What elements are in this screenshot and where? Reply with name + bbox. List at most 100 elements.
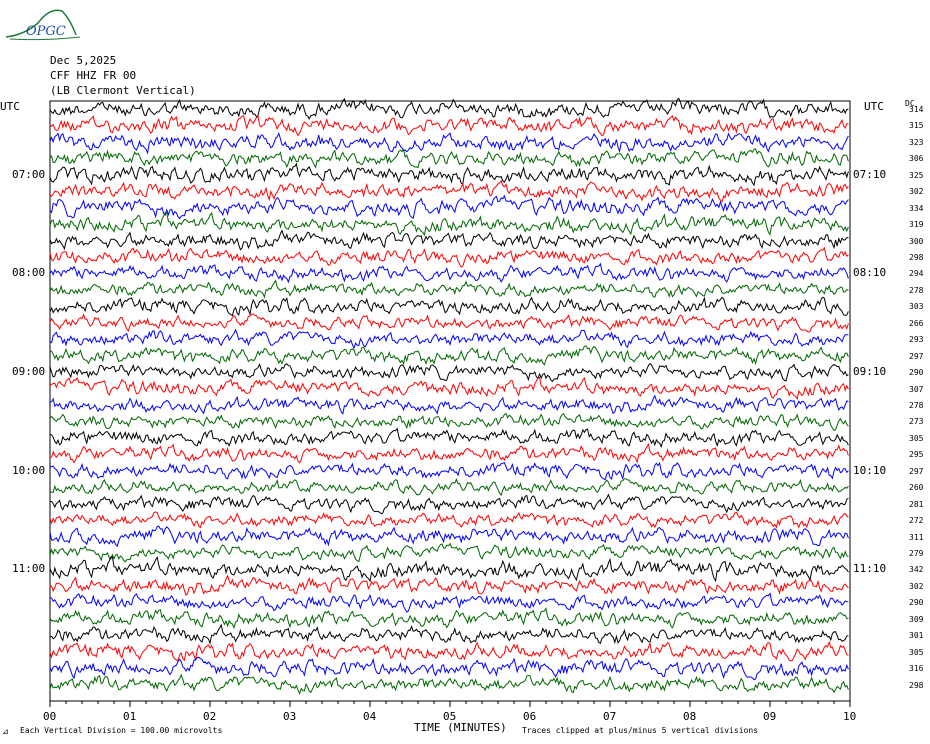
rms-value: 303 (909, 302, 924, 312)
right-hour-label: 09:10 (853, 365, 887, 379)
trace-line-8 (49, 211, 849, 237)
trace-line-2 (49, 115, 849, 137)
left-axis-title: UTC (0, 100, 20, 113)
rms-value: 290 (909, 368, 924, 378)
x-tick-label: 03 (283, 710, 297, 723)
rms-value: 301 (909, 631, 924, 641)
rms-value: 323 (909, 137, 924, 147)
rms-column-title: DC (905, 99, 915, 108)
logo-wave-icon (5, 9, 81, 41)
right-hour-label: 11:10 (853, 562, 887, 576)
rms-value: 306 (909, 154, 924, 164)
trace-line-22 (49, 442, 849, 464)
trace-line-27 (49, 525, 849, 548)
x-axis-label: TIME (MINUTES) (414, 721, 507, 734)
rms-value: 316 (909, 664, 924, 674)
trace-line-6 (49, 179, 849, 204)
trace-line-5 (49, 162, 849, 187)
rms-value: 325 (909, 170, 924, 180)
trace-line-15 (49, 328, 849, 350)
trace-line-30 (49, 574, 849, 597)
right-hour-label: 07:10 (853, 167, 887, 181)
opgc-logo: OPGC (4, 1, 84, 47)
rms-value: 272 (909, 516, 924, 526)
x-tick-label: 05 (443, 710, 457, 723)
left-hour-label: 07:00 (12, 167, 46, 181)
rms-value: 311 (909, 532, 924, 542)
left-hour-label: 11:00 (12, 562, 46, 576)
trace-line-16 (50, 345, 849, 366)
trace-line-20 (49, 412, 849, 432)
left-hour-label: 09:00 (12, 365, 46, 379)
trace-line-32 (49, 607, 849, 630)
trace-line-4 (49, 148, 849, 169)
x-tick-label: 09 (763, 710, 777, 723)
trace-line-19 (49, 394, 849, 415)
trace-line-35 (49, 656, 849, 681)
trace-line-21 (49, 427, 849, 449)
rms-value: 281 (909, 499, 924, 509)
rms-value: 319 (909, 220, 924, 230)
rms-value: 297 (909, 466, 924, 476)
x-tick-label: 07 (603, 710, 617, 723)
trace-line-9 (49, 229, 849, 251)
rms-value: 307 (909, 384, 924, 394)
clip-note: Traces clipped at plus/minus 5 vertical … (522, 726, 759, 735)
trace-line-33 (49, 623, 849, 645)
rms-value: 293 (909, 335, 924, 345)
trace-line-29 (49, 556, 849, 583)
trace-line-26 (49, 511, 849, 529)
trace-line-25 (50, 493, 849, 515)
trace-line-11 (49, 262, 849, 284)
trace-line-10 (49, 246, 849, 268)
corner-mark-icon: ⊿ (2, 727, 9, 736)
rms-value: 342 (909, 565, 924, 575)
rms-value: 305 (909, 647, 924, 657)
right-axis-title: UTC (864, 100, 884, 113)
right-hour-label: 08:10 (853, 266, 887, 280)
plot-date: Dec 5,2025 (50, 54, 117, 67)
rms-value: 309 (909, 614, 924, 624)
rms-value: 314 (909, 105, 924, 114)
rms-value: 266 (909, 318, 924, 328)
trace-line-1 (49, 97, 849, 120)
x-tick-label: 02 (203, 710, 217, 723)
rms-value: 273 (909, 417, 924, 427)
x-tick-label: 01 (123, 710, 137, 723)
trace-line-34 (49, 640, 849, 662)
rms-value: 298 (909, 680, 924, 690)
rms-value: 315 (909, 121, 924, 131)
logo-text: OPGC (26, 24, 66, 39)
rms-value: 260 (909, 483, 924, 493)
trace-line-3 (49, 131, 849, 155)
trace-line-14 (49, 313, 849, 333)
trace-line-36 (49, 673, 849, 696)
rms-value: 334 (909, 203, 924, 213)
trace-line-17 (49, 362, 849, 383)
rms-value: 278 (909, 285, 924, 295)
x-tick-label: 00 (43, 710, 57, 723)
trace-line-23 (49, 461, 849, 481)
rms-value: 300 (909, 236, 924, 246)
trace-line-24 (49, 478, 849, 497)
right-hour-label: 10:10 (853, 463, 887, 477)
rms-value: 294 (909, 269, 924, 279)
left-hour-label: 08:00 (12, 266, 46, 280)
rms-value: 297 (909, 351, 924, 361)
rms-value: 305 (909, 433, 924, 443)
rms-value: 278 (909, 401, 924, 410)
trace-line-12 (49, 279, 849, 299)
x-tick-label: 06 (523, 710, 537, 723)
left-hour-label: 10:00 (12, 463, 46, 477)
trace-line-7 (49, 194, 849, 220)
trace-line-28 (49, 542, 849, 563)
rms-value: 298 (909, 253, 924, 262)
scale-note: Each Vertical Division = 100.00 microvol… (20, 726, 223, 735)
x-tick-label: 10 (843, 710, 857, 723)
trace-line-18 (49, 376, 849, 401)
x-tick-label: 04 (363, 710, 377, 723)
rms-value: 279 (909, 549, 924, 558)
trace-line-13 (49, 296, 849, 317)
rms-value: 302 (909, 581, 924, 591)
